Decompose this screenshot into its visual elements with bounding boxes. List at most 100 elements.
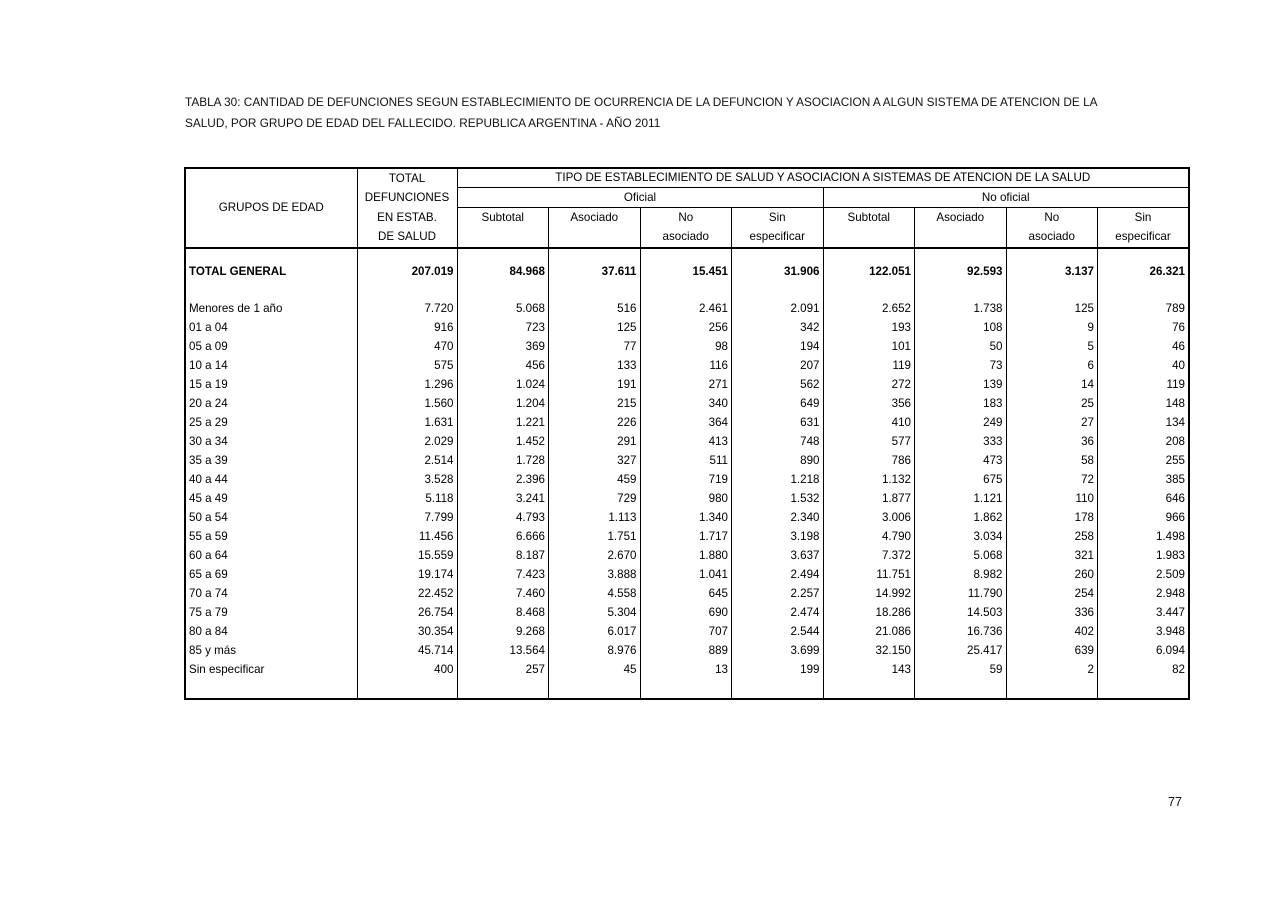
value-cell: 25.417: [914, 640, 1007, 660]
value-cell: 6: [1005, 355, 1098, 375]
value-cell: 108: [914, 317, 1007, 337]
page-title: TABLA 30: CANTIDAD DE DEFUNCIONES SEGUN …: [185, 92, 1175, 133]
table-header: GRUPOS DE EDAD TOTAL DEFUNCIONES EN ESTA…: [184, 167, 1190, 249]
column-header-no-oficial-sin-especificar: Sin especificar: [1097, 207, 1190, 249]
value-cell: 133: [548, 355, 641, 375]
value-cell: 139: [914, 374, 1007, 394]
value-cell: 1.221: [456, 412, 549, 432]
value-cell: 50: [914, 336, 1007, 356]
value-cell: 1.532: [731, 488, 824, 508]
age-group-label: 20 a 24: [184, 393, 358, 413]
age-group-label: 10 a 14: [184, 355, 358, 375]
header-line: Sin: [1134, 211, 1152, 225]
header-line: No: [678, 211, 694, 225]
value-cell: 207.019: [356, 261, 458, 281]
value-cell: 473: [914, 450, 1007, 470]
table-row: 80 a 84 30.354 9.268 6.017 707 2.544 21.086 16.…: [184, 621, 1190, 641]
value-cell: 6.017: [548, 621, 641, 641]
value-cell: 6.666: [456, 526, 549, 546]
header-line: asociado: [662, 230, 709, 244]
spacer-row: [184, 678, 1190, 699]
total-row: TOTAL GENERAL 207.019 84.968 37.611 15.451 31…: [184, 261, 1190, 281]
column-header-no-oficial-asociado: Asociado: [914, 207, 1007, 249]
value-cell: 342: [731, 317, 824, 337]
value-cell: 8.468: [456, 602, 549, 622]
value-cell: 690: [639, 602, 732, 622]
value-cell: 11.790: [914, 583, 1007, 603]
age-group-label: 05 a 09: [184, 336, 358, 356]
value-cell: 2.948: [1097, 583, 1190, 603]
column-group-header-tipo-establecimiento: TIPO DE ESTABLECIMIENTO DE SALUD Y ASOCI…: [456, 167, 1190, 188]
value-cell: 9.268: [456, 621, 549, 641]
age-group-label: 50 a 54: [184, 507, 358, 527]
value-cell: 8.187: [456, 545, 549, 565]
value-cell: 5.304: [548, 602, 641, 622]
column-header-oficial-asociado: Asociado: [548, 207, 641, 249]
value-cell: 2.652: [822, 298, 915, 318]
header-line: Asociado: [570, 211, 619, 225]
value-cell: 2.029: [356, 431, 458, 451]
value-cell: 385: [1097, 469, 1190, 489]
defunciones-table: GRUPOS DE EDAD TOTAL DEFUNCIONES EN ESTA…: [184, 167, 1190, 700]
value-cell: 459: [548, 469, 641, 489]
value-cell: 5: [1005, 336, 1098, 356]
value-cell: 3.198: [731, 526, 824, 546]
age-group-label: 55 a 59: [184, 526, 358, 546]
value-cell: 260: [1005, 564, 1098, 584]
value-cell: 723: [456, 317, 549, 337]
header-line: especificar: [749, 230, 805, 244]
value-cell: 14.503: [914, 602, 1007, 622]
table-row: 25 a 29 1.631 1.221 226 364 631 410 249 27 134: [184, 412, 1190, 432]
value-cell: 194: [731, 336, 824, 356]
value-cell: 13: [639, 659, 732, 679]
value-cell: 1.132: [822, 469, 915, 489]
value-cell: 27: [1005, 412, 1098, 432]
value-cell: 631: [731, 412, 824, 432]
value-cell: 45: [548, 659, 641, 679]
value-cell: 148: [1097, 393, 1190, 413]
value-cell: 369: [456, 336, 549, 356]
value-cell: 21.086: [822, 621, 915, 641]
value-cell: 84.968: [456, 261, 549, 281]
value-cell: 5.068: [914, 545, 1007, 565]
value-cell: 675: [914, 469, 1007, 489]
value-cell: 1.452: [456, 431, 549, 451]
table-row: 35 a 39 2.514 1.728 327 511 890 786 473 58 255: [184, 450, 1190, 470]
page-title-line-1: TABLA 30: CANTIDAD DE DEFUNCIONES SEGUN …: [185, 95, 1098, 109]
value-cell: 13.564: [456, 640, 549, 660]
value-cell: 82: [1097, 659, 1190, 679]
value-cell: 577: [822, 431, 915, 451]
value-cell: 649: [731, 393, 824, 413]
value-cell: 31.906: [731, 261, 824, 281]
value-cell: 333: [914, 431, 1007, 451]
value-cell: 40: [1097, 355, 1190, 375]
value-cell: 1.204: [456, 393, 549, 413]
value-cell: 6.094: [1097, 640, 1190, 660]
value-cell: 5.118: [356, 488, 458, 508]
value-cell: 125: [548, 317, 641, 337]
value-cell: 3.948: [1097, 621, 1190, 641]
column-header-no-oficial-subtotal: Subtotal: [822, 207, 915, 249]
value-cell: 3.447: [1097, 602, 1190, 622]
table-row: 40 a 44 3.528 2.396 459 719 1.218 1.132 675 72 38…: [184, 469, 1190, 489]
value-cell: 2.514: [356, 450, 458, 470]
value-cell: 4.790: [822, 526, 915, 546]
value-cell: 3.528: [356, 469, 458, 489]
value-cell: 410: [822, 412, 915, 432]
value-cell: 2.461: [639, 298, 732, 318]
value-cell: 101: [822, 336, 915, 356]
value-cell: 272: [822, 374, 915, 394]
value-cell: 1.983: [1097, 545, 1190, 565]
value-cell: 1.717: [639, 526, 732, 546]
value-cell: 119: [822, 355, 915, 375]
value-cell: 7.372: [822, 545, 915, 565]
value-cell: 2: [1005, 659, 1098, 679]
value-cell: 1.728: [456, 450, 549, 470]
value-cell: 7.423: [456, 564, 549, 584]
value-cell: 30.354: [356, 621, 458, 641]
table-row: 65 a 69 19.174 7.423 3.888 1.041 2.494 11.751 8…: [184, 564, 1190, 584]
spacer-row: [184, 280, 1190, 299]
value-cell: 226: [548, 412, 641, 432]
value-cell: 707: [639, 621, 732, 641]
value-cell: 143: [822, 659, 915, 679]
